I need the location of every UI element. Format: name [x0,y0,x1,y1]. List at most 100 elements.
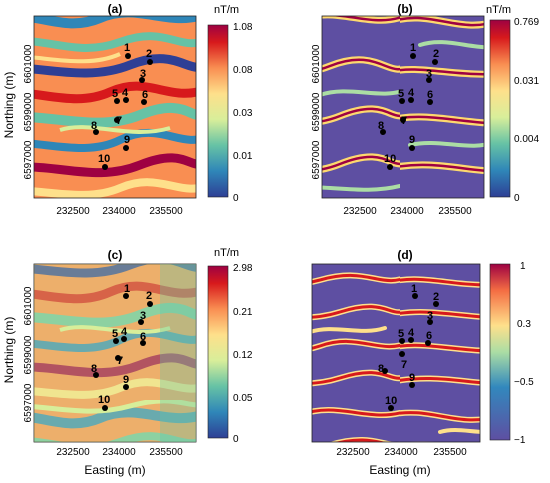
panel-b-colorbar-unit: nT/m [486,4,511,16]
point-label: 10 [385,395,397,407]
panel-c-cb-tick: 2.98 [233,263,253,274]
point-marker [409,145,415,151]
point-label: 8 [91,363,97,375]
point-marker [388,405,394,411]
x-tick: 234000 [102,447,136,458]
point-marker [123,384,129,390]
point-marker [114,98,120,104]
point-marker [425,340,431,346]
panel-a-colorbar-unit: nT/m [214,4,239,16]
panel-d-cb-tick: −1 [514,435,526,446]
point-marker [123,145,129,151]
panel-a-cb-tick: 0.01 [233,151,253,162]
panel-a-cb-tick: 0.08 [233,65,253,76]
panel-b-cb-tick: 0.031 [514,76,539,87]
x-tick: 235500 [438,206,472,217]
y-tick: 6597000 [23,140,34,179]
point-marker [399,338,405,344]
panel-a: (a) nT/m 1.08 0.08 0.03 0.01 0 6601000 6… [2,2,253,217]
y-tick: 6601000 [23,44,34,83]
point-label: 3 [427,310,433,322]
point-label: 9 [409,134,415,146]
point-label: 1 [411,283,417,295]
panel-d: (d) 1 0.3 −0.5 −1 232500 234000 235500 E… [311,248,534,477]
point-label: 5 [112,328,118,340]
map-c [33,263,197,443]
point-marker [427,319,433,325]
x-tick: 234000 [102,206,136,217]
point-marker [408,337,414,343]
point-marker [399,351,405,357]
point-label: 8 [378,120,384,132]
panel-d-cb-tick: 1 [520,261,526,272]
point-marker [400,117,406,123]
point-marker [147,301,153,307]
point-label: 1 [124,283,130,295]
point-marker [125,53,131,59]
point-label: 3 [140,310,146,322]
point-marker [121,336,127,342]
y-tick: 6597000 [23,383,34,422]
point-label: 5 [398,88,404,100]
point-label: 2 [433,291,439,303]
point-marker [412,293,418,299]
y-tick: 6597000 [311,140,322,179]
point-marker [408,97,414,103]
panel-d-title: (d) [397,248,412,262]
point-marker [433,301,439,307]
panel-d-cb-tick: 0.3 [517,319,531,330]
panel-b-title: (b) [397,2,412,16]
y-tick: 6599000 [23,335,34,374]
y-tick: 6601000 [23,286,34,325]
point-marker [427,99,433,105]
point-marker [141,99,147,105]
point-label: 9 [409,372,415,384]
y-axis-label: Northing (m) [2,72,16,139]
point-label: 6 [140,331,146,343]
point-label: 10 [384,153,396,165]
map-c-tint [34,264,196,442]
point-label: 2 [433,48,439,60]
point-label: 4 [408,327,415,339]
x-tick: 235500 [433,447,467,458]
x-tick: 232500 [336,447,370,458]
point-label: 10 [98,394,110,406]
point-label: 7 [116,115,122,127]
point-marker [138,319,144,325]
point-marker [382,368,388,374]
panel-a-cb-tick: 0 [233,193,239,204]
panel-c-cb-tick: 0.21 [233,307,253,318]
point-marker [410,53,416,59]
point-label: 9 [124,134,130,146]
panel-b: (b) nT/m 0.769 0.031 0.004 0 6601000 659… [311,2,539,217]
point-marker [93,372,99,378]
panel-c-colorbar-unit: nT/m [214,247,239,259]
point-marker [113,338,119,344]
x-axis-label: Easting (m) [369,463,430,477]
point-marker [409,382,415,388]
point-marker [147,59,153,65]
point-label: 7 [401,359,407,371]
y-tick: 6599000 [311,92,322,131]
point-label: 5 [398,328,404,340]
point-marker [102,405,108,411]
point-label: 5 [112,88,118,100]
x-tick: 232500 [56,447,90,458]
panel-d-colorbar [489,263,511,441]
panel-d-cb-tick: −0.5 [514,377,534,388]
point-label: 2 [146,48,152,60]
point-marker [140,340,146,346]
panel-a-points: 1 2 3 4 5 6 7 8 9 10 [91,42,153,170]
point-label: 4 [408,87,415,99]
point-label: 8 [378,363,384,375]
panel-d-points: 1 2 3 4 5 6 7 8 9 10 [378,283,439,411]
point-label: 8 [91,120,97,132]
panel-c-title: (c) [108,248,123,262]
panel-a-cb-tick: 1.08 [233,22,253,33]
x-tick: 232500 [56,206,90,217]
panel-a-colorbar [207,24,229,198]
point-marker [123,97,129,103]
panel-c-cb-tick: 0 [233,434,239,445]
map-b [321,15,485,199]
